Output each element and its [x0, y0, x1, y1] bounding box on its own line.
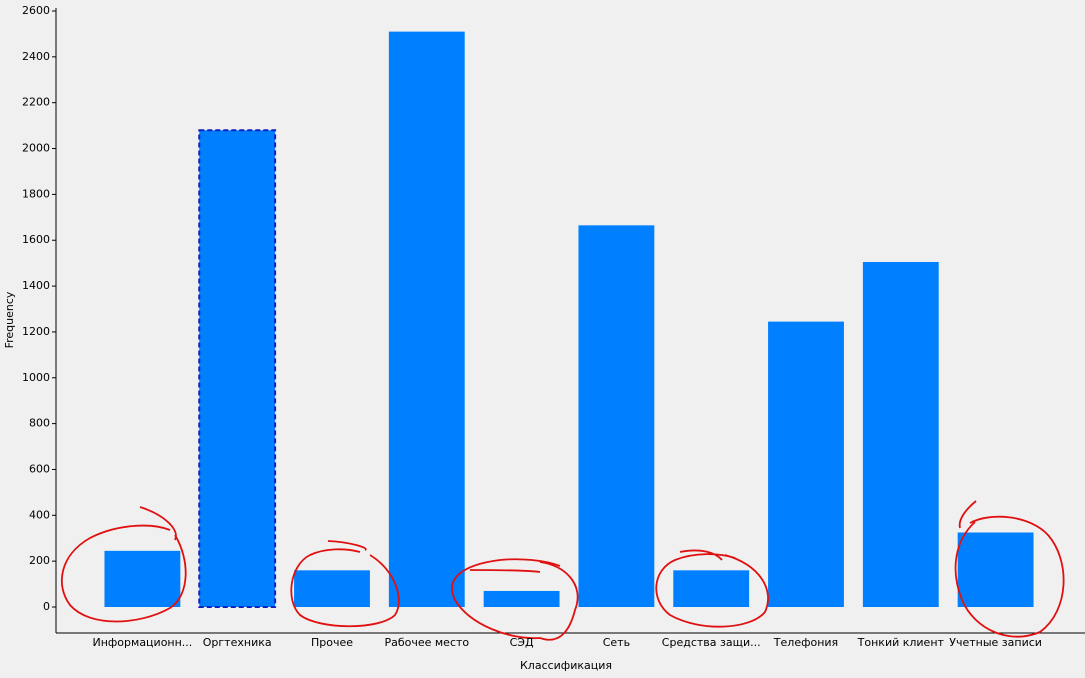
x-tick-label: Телефония [773, 636, 838, 649]
bar [862, 262, 939, 607]
x-tick-label: Рабочее место [384, 636, 469, 649]
y-tick-label: 600 [29, 462, 50, 475]
x-axis-title: Классификация [520, 659, 612, 672]
annotation-circle [655, 549, 769, 628]
x-tick-label: СЭД [510, 636, 534, 649]
y-tick-label: 2400 [22, 50, 50, 63]
y-tick-label: 1800 [22, 187, 50, 200]
bar [104, 550, 181, 607]
y-tick-label: 800 [29, 417, 50, 430]
annotation-circle [61, 506, 187, 623]
bar [483, 590, 560, 607]
annotation-circle [954, 500, 1065, 638]
annotation-circle [290, 540, 400, 628]
y-tick-label: 1000 [22, 371, 50, 384]
y-tick-label: 1400 [22, 279, 50, 292]
bar [198, 129, 277, 608]
bar [673, 570, 750, 607]
x-tick-label: Оргтехника [203, 636, 272, 649]
annotation-circle [451, 558, 579, 641]
x-tick-label: Информационн... [92, 636, 192, 649]
y-tick-label: 2200 [22, 96, 50, 109]
x-tick-label: Тонкий клиент [857, 636, 945, 649]
bar [578, 225, 655, 608]
y-tick-label: 200 [29, 554, 50, 567]
bar [957, 532, 1034, 607]
bar [768, 321, 844, 607]
x-tick-label: Сеть [603, 636, 630, 649]
x-tick-label: Прочее [311, 636, 353, 649]
bar [388, 31, 465, 607]
y-tick-label: 1600 [22, 233, 50, 246]
y-tick-label: 0 [43, 600, 50, 613]
y-tick-label: 400 [29, 508, 50, 521]
y-tick-label: 1200 [22, 325, 50, 338]
y-axis-title: Frequency [3, 291, 16, 348]
x-tick-label: Средства защи... [662, 636, 761, 649]
y-tick-label: 2600 [22, 4, 50, 17]
bar [294, 570, 370, 607]
bars [104, 31, 1034, 608]
annotations [61, 500, 1065, 641]
x-tick-label: Учетные записи [949, 636, 1042, 649]
y-tick-label: 2000 [22, 142, 50, 155]
